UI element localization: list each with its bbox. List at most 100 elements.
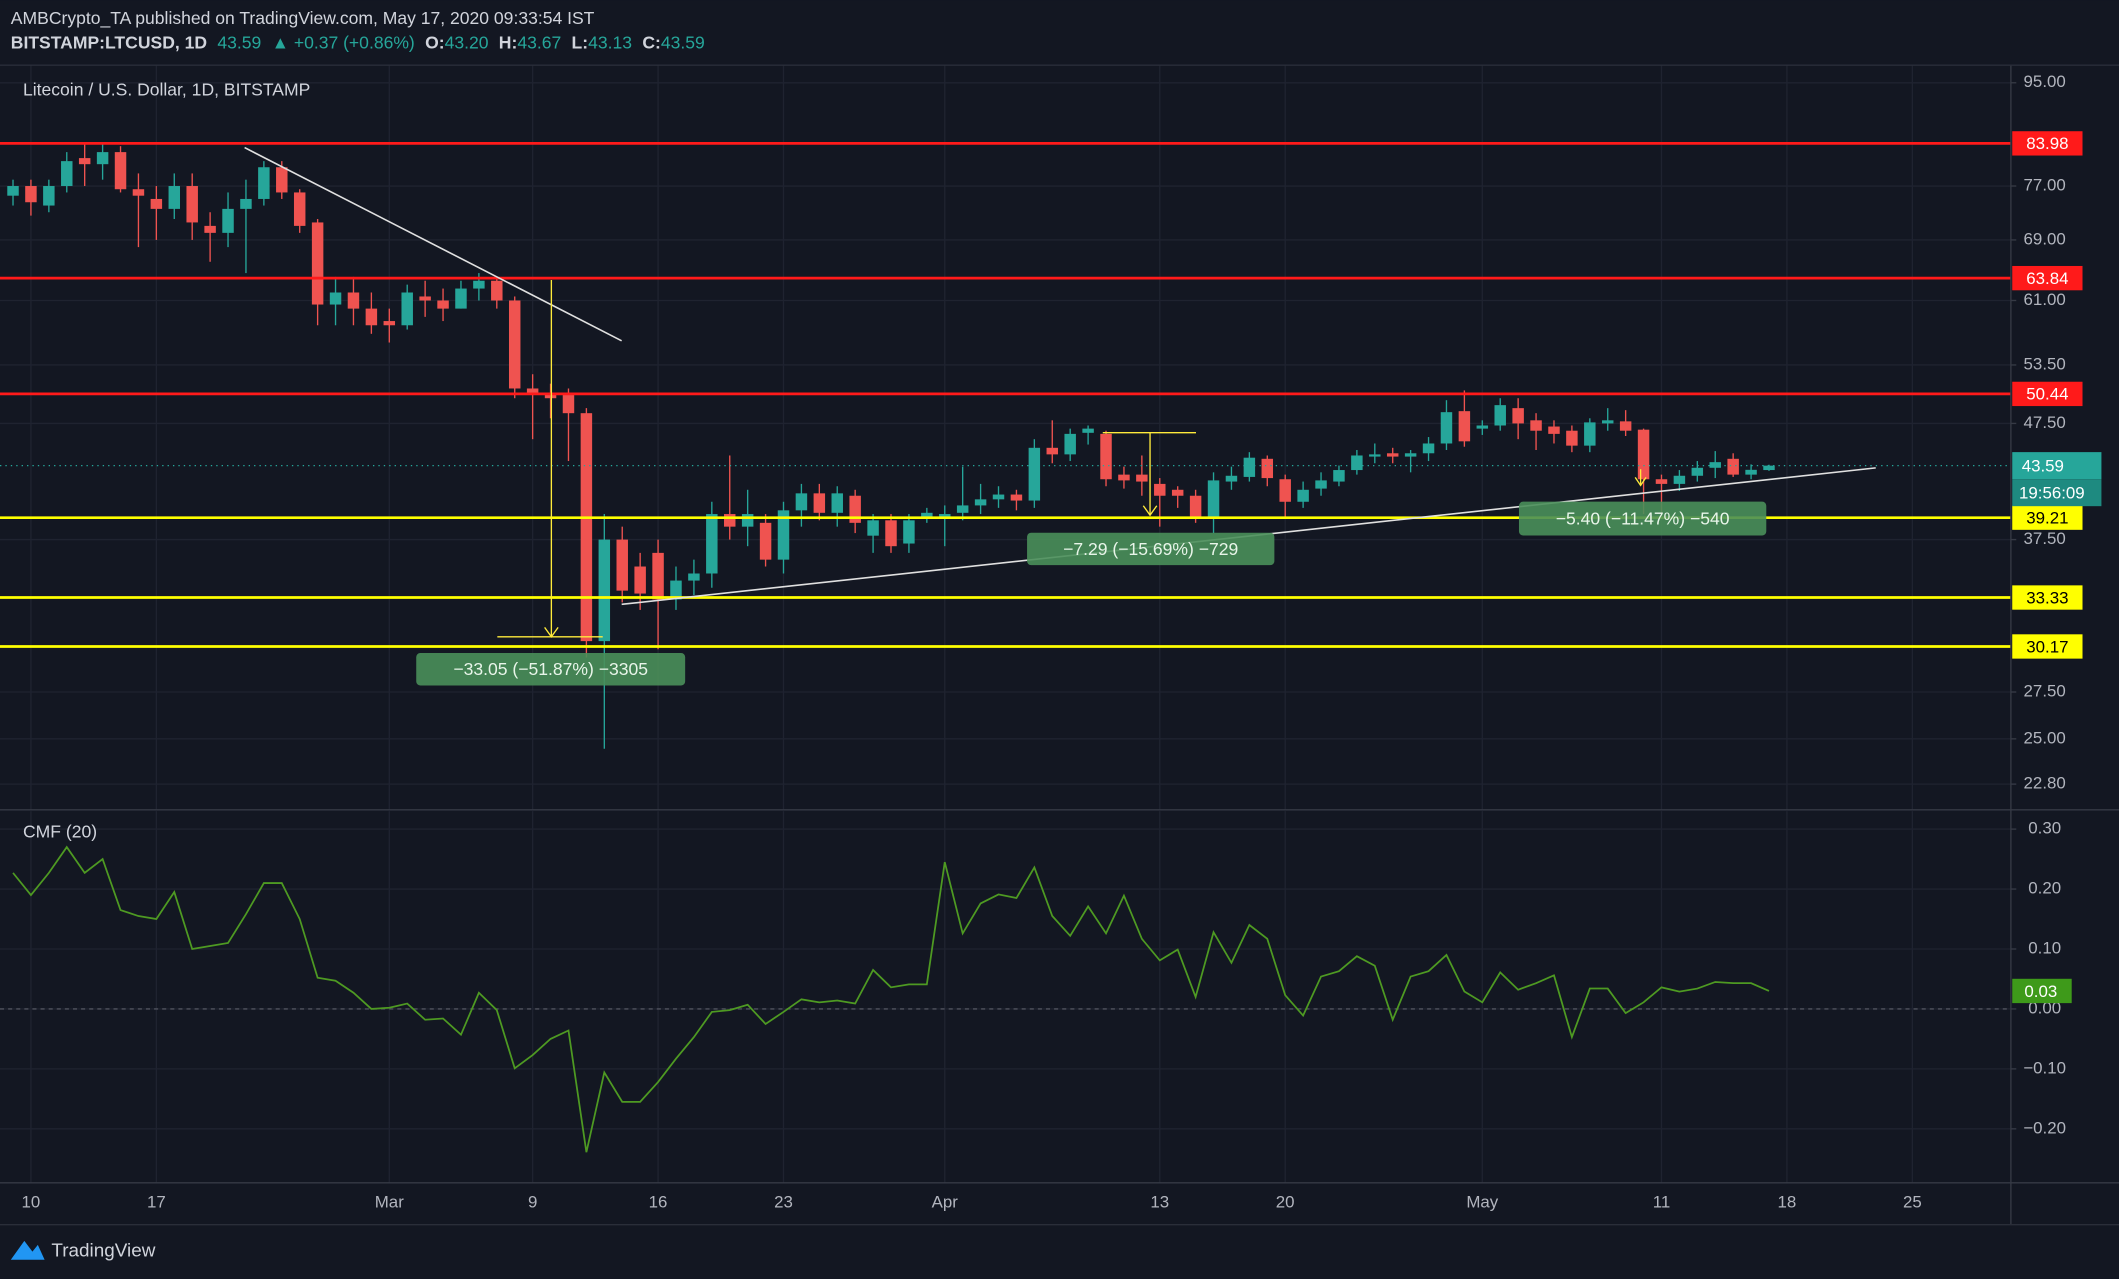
candle-body [293,192,306,226]
candle-body [992,494,1005,500]
candle-body [1422,443,1435,454]
x-tick-label: May [1466,1193,1498,1212]
candle-body [1082,428,1094,433]
candle-body [544,393,557,399]
candle-body [1601,420,1614,424]
measure-box [1518,501,1767,536]
candle-body [1189,495,1202,518]
trend-line [244,146,623,342]
y-tick-label: 37.50 [2024,529,2066,548]
logo-icon [10,1240,45,1260]
candle-body [401,292,413,326]
candle-body [7,186,19,196]
measure-label: −5.40 (−11.47%) −540 [1556,509,1730,529]
candle-body [598,539,611,642]
y-tick-label: 22.80 [2024,774,2066,793]
candle-body [419,296,431,301]
level-label: 30.17 [2026,637,2068,656]
brand-name: TradingView [51,1241,155,1262]
candle-body [688,573,700,581]
candle-body [1046,447,1059,455]
countdown: 19:56:09 [2019,483,2085,502]
candle-body [1619,421,1632,431]
candle-body [1386,453,1399,457]
candle-body [885,520,897,547]
x-tick-label: Mar [375,1193,404,1212]
candle-body [652,552,664,600]
y-tick-label: 27.50 [2024,681,2066,700]
ohlc-value: 43.67 [517,32,561,52]
candle-body [921,512,933,518]
candle-body [1207,480,1220,518]
y-tick-label: 0.10 [2028,938,2061,957]
candle-body [706,514,718,574]
ohlc-key: C: [642,32,661,52]
y-tick-label: 47.50 [2024,413,2066,432]
candle-body [1171,489,1184,496]
candle-body [1118,474,1130,481]
candle-body [1100,433,1112,480]
value-tag [2012,978,2072,1004]
candle-body [616,539,628,591]
candle-body [1064,433,1076,455]
candle-body [1655,479,1668,484]
candle-body [311,222,324,305]
level-tag [2012,505,2083,530]
symbol: BITSTAMP:LTCUSD, 1D [11,32,207,52]
y-tick-label: 69.00 [2024,229,2066,248]
grid [0,65,2011,1183]
candle-body [25,186,37,203]
chart-title: Litecoin / U.S. Dollar, 1D, BITSTAMP [23,79,310,99]
candle-body [1333,470,1345,482]
price-tag [2012,452,2102,480]
candle-body [1154,483,1166,496]
level-tag [2012,585,2083,610]
measure-box [1027,532,1275,566]
measure-label: −33.05 (−51.87%) −3305 [453,659,648,679]
candle-body [276,167,288,193]
plot [0,142,2011,1153]
level-label: 63.84 [2026,269,2068,288]
ohlc-key: H: [499,32,518,52]
candle-body [347,292,360,309]
ohlc-value: 43.59 [661,32,705,52]
candle-body [670,580,682,600]
candle-body [1458,411,1471,442]
ohlc-value: 43.13 [588,32,632,52]
x-tick-label: 16 [649,1193,668,1212]
level-tag [2012,265,2083,291]
y-tick-label: −0.20 [2023,1118,2066,1137]
change: ▲ +0.37 (+0.86%) [272,32,415,52]
candle-body [96,152,109,165]
x-tick-label: 25 [1903,1193,1922,1212]
candle-body [204,225,216,233]
cmf-line [12,845,1770,1153]
ohlc-value: 43.20 [445,32,489,52]
candle-body [150,198,163,209]
candle-body [365,308,378,326]
candle-body [1028,447,1041,501]
candle-body [78,158,91,165]
candle-body [1369,454,1381,457]
candle-body [1530,420,1542,431]
candle-body [1637,429,1650,480]
candle-body [939,514,951,517]
candle-body [1709,462,1721,468]
candle-body [455,288,467,309]
candle-body [1584,422,1596,446]
measure-box [416,653,686,686]
x-tick-label: Apr [932,1193,959,1212]
level-tag [2012,634,2083,659]
candle-body [491,280,503,301]
x-tick-label: 23 [774,1193,793,1212]
candle-body [1440,412,1453,444]
candle-body [1351,455,1363,471]
level-label: 50.44 [2026,385,2068,404]
y-tick-label: 61.00 [2024,290,2066,309]
x-tick-label: 20 [1276,1193,1295,1212]
brand-logo: TradingView [10,1240,156,1262]
candle-body [724,514,736,527]
candle-body [43,186,55,206]
